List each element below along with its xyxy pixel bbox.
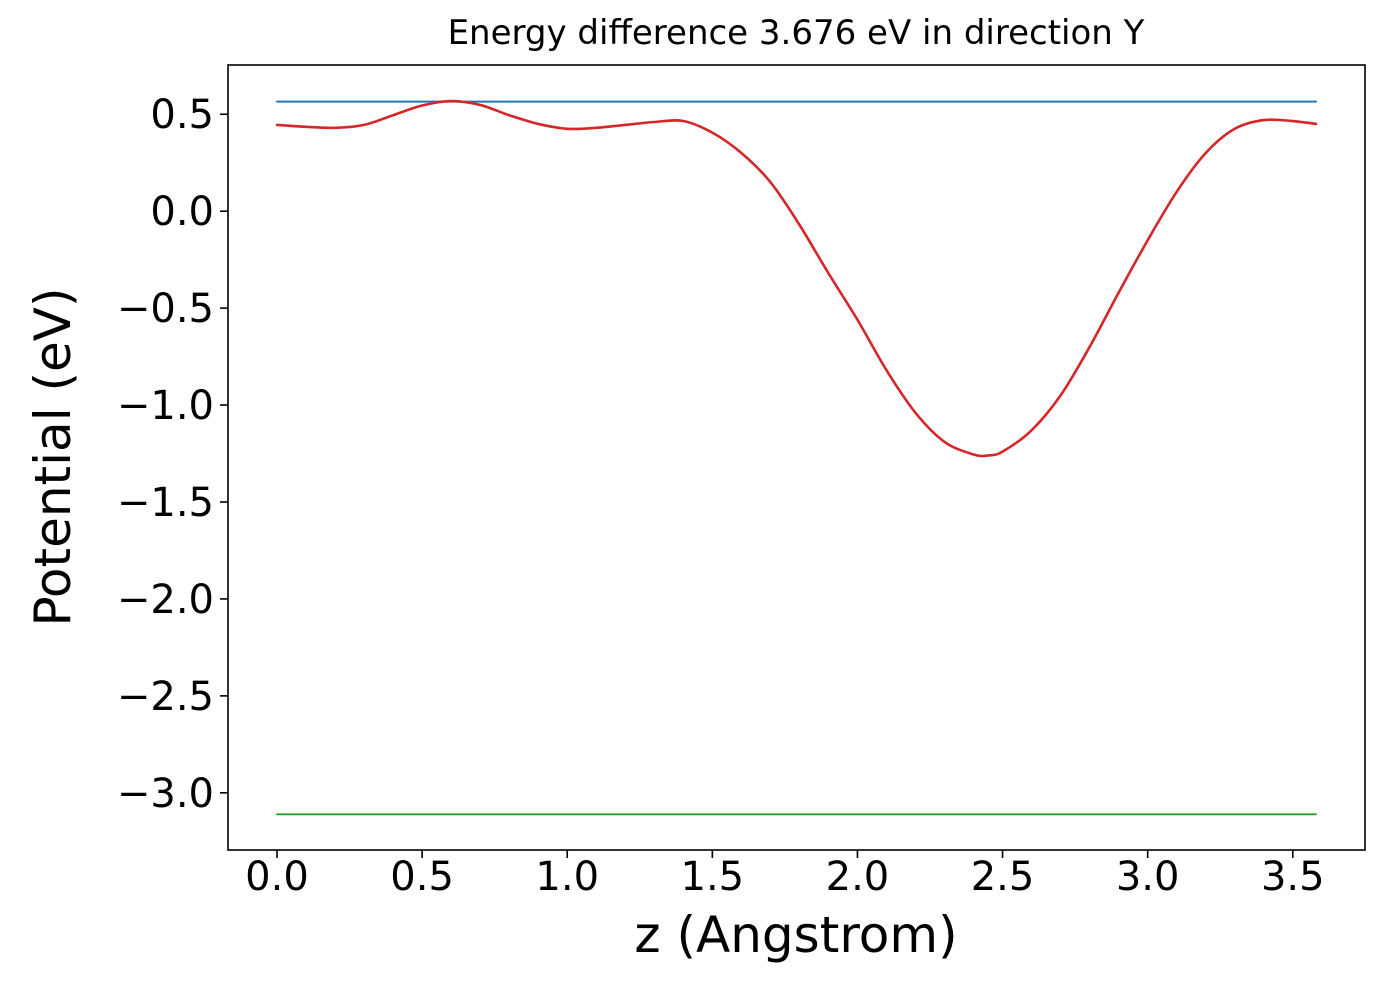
x-tick-label: 3.0 bbox=[1116, 854, 1180, 900]
plot-area: 0.0 0.5 1.0 1.5 2.0 2.5 3.0 3.5 0.5 0.0 −0.5 −1.0 −1… bbox=[117, 64, 1366, 900]
x-tick-label: 0.0 bbox=[245, 854, 309, 900]
x-axis-label: z (Angstrom) bbox=[634, 906, 957, 964]
y-tick-label: 0.0 bbox=[150, 189, 214, 235]
y-tick-label: −1.0 bbox=[117, 383, 214, 429]
x-tick-label: 3.5 bbox=[1261, 854, 1325, 900]
axes-frame bbox=[227, 64, 1366, 851]
y-tick-label: −3.0 bbox=[117, 771, 214, 817]
x-tick-label: 2.5 bbox=[971, 854, 1035, 900]
series-potential-curve bbox=[275, 99, 1318, 458]
y-tick-label: −2.5 bbox=[117, 674, 214, 720]
y-tick-label: −0.5 bbox=[117, 286, 214, 332]
x-tick-label: 2.0 bbox=[826, 854, 890, 900]
y-tick-label: −2.0 bbox=[117, 577, 214, 623]
chart-title: Energy difference 3.676 eV in direction … bbox=[448, 13, 1145, 53]
y-tick-label: 0.5 bbox=[150, 92, 214, 138]
y-tick-label: −1.5 bbox=[117, 480, 214, 526]
x-tick-label: 0.5 bbox=[390, 854, 454, 900]
x-tick-label: 1.5 bbox=[681, 854, 745, 900]
x-tick-label: 1.0 bbox=[535, 854, 599, 900]
y-axis-label: Potential (eV) bbox=[24, 288, 82, 627]
